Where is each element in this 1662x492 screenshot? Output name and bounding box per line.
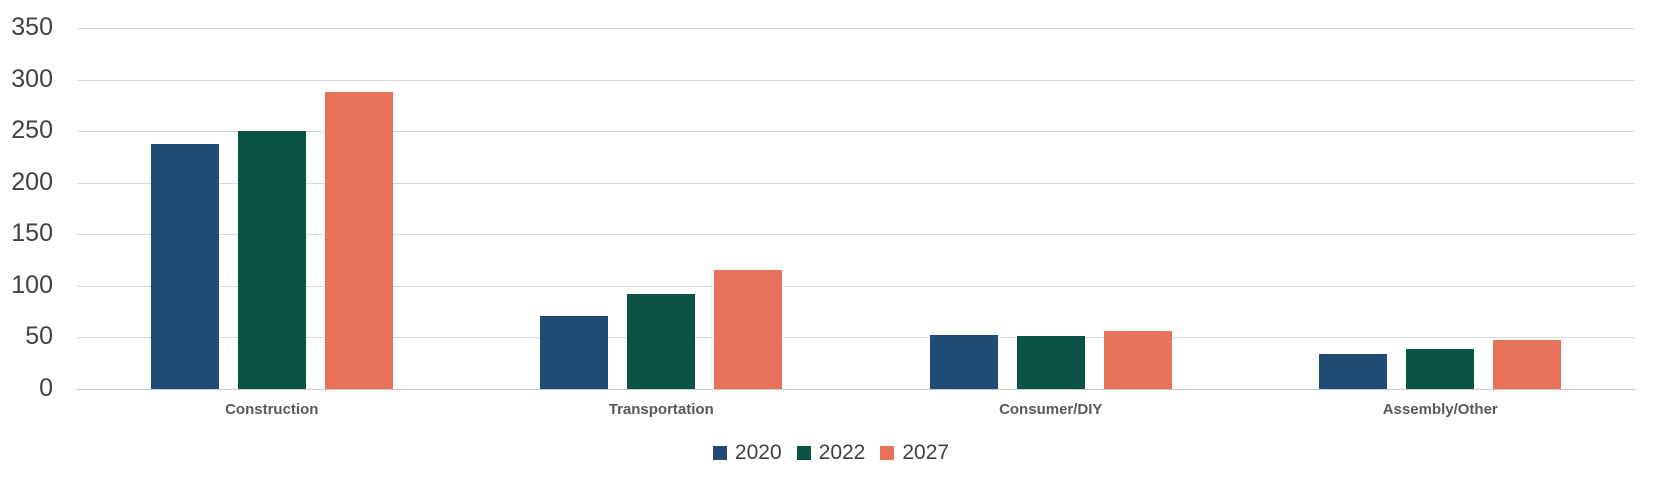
- gridline-300: [77, 79, 1635, 81]
- bar-2027-assembly-other: [1493, 339, 1562, 389]
- bar-2027-consumer-diy: [1103, 331, 1172, 389]
- y-axis-tick-label-300: 300: [11, 64, 53, 93]
- bar-group-construction: [77, 28, 467, 389]
- x-axis-category-label-consumer-diy: Consumer/DIY: [999, 401, 1103, 418]
- gridline-100: [77, 285, 1635, 287]
- gridline-250: [77, 131, 1635, 133]
- plot-area: [77, 28, 1635, 390]
- legend-swatch-2020: [712, 446, 727, 460]
- bar-group-assembly-other: [1246, 28, 1636, 389]
- legend-label-2020: 2020: [734, 441, 782, 464]
- bar-group-transportation: [467, 28, 857, 389]
- y-axis-tick-label-200: 200: [11, 167, 53, 196]
- x-axis-labels: Construction Transportation Consumer/DIY As…: [77, 397, 1635, 423]
- x-axis-category-label-transportation: Transportation: [608, 401, 714, 418]
- bar-groups: [77, 28, 1635, 389]
- legend-item-2022: 2022: [796, 440, 866, 466]
- y-axis: 350 300 250 200 150 100 50 0: [0, 15, 53, 401]
- bar-2020-transportation: [540, 315, 609, 389]
- gridline-150: [77, 234, 1635, 236]
- y-axis-tick-label-100: 100: [11, 270, 53, 299]
- bar-group-consumer-diy: [856, 28, 1246, 389]
- bar-2027-construction: [324, 91, 393, 389]
- bar-2022-construction: [237, 131, 306, 389]
- gridline-200: [77, 182, 1635, 184]
- legend-label-2022: 2022: [818, 441, 866, 464]
- gridline-0: [77, 389, 1635, 390]
- bar-2022-consumer-diy: [1016, 336, 1085, 389]
- legend-swatch-2027: [880, 446, 895, 460]
- y-axis-tick-label-50: 50: [25, 322, 53, 351]
- bar-2022-transportation: [627, 294, 696, 389]
- legend-item-2027: 2027: [880, 440, 949, 466]
- y-axis-tick-label-250: 250: [11, 116, 53, 145]
- x-axis-category-label-assembly-other: Assembly/Other: [1382, 401, 1498, 418]
- y-axis-tick-label-0: 0: [39, 374, 53, 402]
- legend-item-2020: 2020: [712, 440, 782, 466]
- legend-swatch-2022: [796, 446, 811, 460]
- bar-2027-transportation: [714, 270, 783, 389]
- bar-2020-assembly-other: [1319, 353, 1388, 389]
- legend-label-2027: 2027: [902, 441, 950, 464]
- bar-2020-construction: [150, 143, 219, 389]
- legend: 2020 2022 2027: [0, 440, 1662, 466]
- bar-2020-consumer-diy: [929, 335, 998, 389]
- y-axis-tick-label-350: 350: [11, 13, 53, 41]
- gridline-50: [77, 337, 1635, 339]
- gridline-350: [77, 28, 1635, 29]
- y-axis-tick-label-150: 150: [11, 219, 53, 248]
- x-axis-category-label-construction: Construction: [225, 401, 319, 418]
- bar-2022-assembly-other: [1406, 348, 1475, 389]
